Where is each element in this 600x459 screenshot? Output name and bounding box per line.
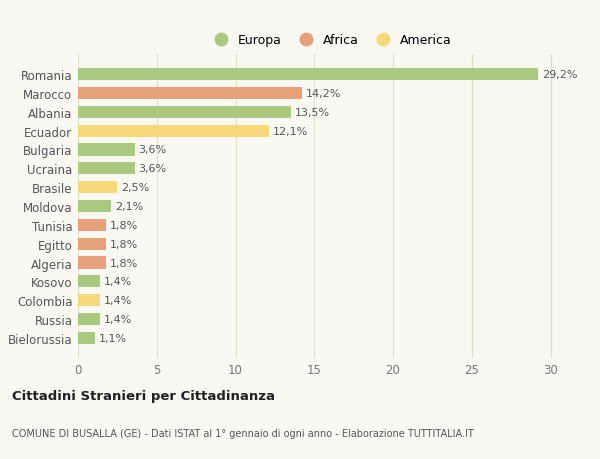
- Text: 29,2%: 29,2%: [542, 70, 577, 80]
- Text: 13,5%: 13,5%: [295, 107, 329, 118]
- Bar: [78, 106, 290, 119]
- Bar: [78, 219, 106, 231]
- Text: 12,1%: 12,1%: [272, 126, 308, 136]
- Text: 1,4%: 1,4%: [104, 314, 132, 325]
- Text: Cittadini Stranieri per Cittadinanza: Cittadini Stranieri per Cittadinanza: [12, 389, 275, 403]
- Text: 14,2%: 14,2%: [305, 89, 341, 99]
- Bar: [78, 294, 100, 307]
- Bar: [78, 313, 100, 325]
- Text: 1,8%: 1,8%: [110, 220, 139, 230]
- Bar: [78, 332, 95, 344]
- Bar: [78, 182, 118, 194]
- Text: 1,4%: 1,4%: [104, 296, 132, 306]
- Bar: [78, 201, 111, 213]
- Bar: [78, 238, 106, 250]
- Legend: Europa, Africa, America: Europa, Africa, America: [209, 34, 451, 47]
- Bar: [78, 257, 106, 269]
- Text: 2,5%: 2,5%: [121, 183, 149, 193]
- Bar: [78, 69, 538, 81]
- Bar: [78, 144, 134, 156]
- Bar: [78, 276, 100, 288]
- Text: 3,6%: 3,6%: [139, 164, 167, 174]
- Bar: [78, 125, 269, 137]
- Text: 1,4%: 1,4%: [104, 277, 132, 287]
- Text: 1,8%: 1,8%: [110, 239, 139, 249]
- Text: 3,6%: 3,6%: [139, 145, 167, 155]
- Text: 1,8%: 1,8%: [110, 258, 139, 268]
- Bar: [78, 163, 134, 175]
- Text: 2,1%: 2,1%: [115, 202, 143, 212]
- Text: 1,1%: 1,1%: [99, 333, 127, 343]
- Bar: [78, 88, 302, 100]
- Text: COMUNE DI BUSALLA (GE) - Dati ISTAT al 1° gennaio di ogni anno - Elaborazione TU: COMUNE DI BUSALLA (GE) - Dati ISTAT al 1…: [12, 428, 474, 438]
